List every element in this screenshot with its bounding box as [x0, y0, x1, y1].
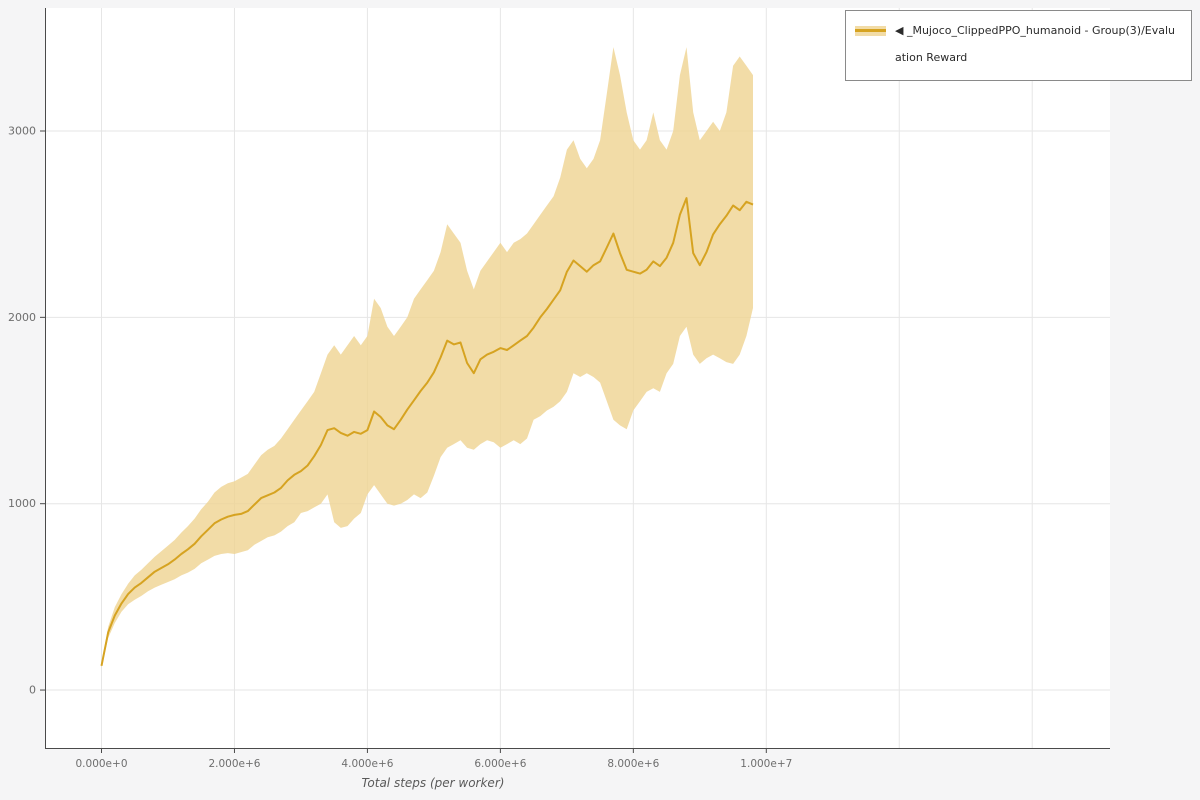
y-tick-label: 0 — [29, 684, 36, 697]
y-tick-label: 2000 — [8, 311, 36, 324]
legend-line-swatch — [855, 17, 886, 44]
y-tick-label: 3000 — [8, 124, 36, 137]
x-tick-label: 0.000e+0 — [76, 758, 128, 770]
confidence-band — [101, 47, 753, 668]
legend-line-glyph — [855, 29, 886, 32]
mean-reward-line — [100, 197, 754, 666]
x-axis-title: Total steps (per worker) — [361, 776, 505, 790]
plot-area — [45, 8, 1110, 748]
legend-label: ◀ _Mujoco_ClippedPPO_humanoid - Group(3)… — [895, 24, 1176, 64]
y-tick-label: 1000 — [8, 497, 36, 510]
x-tick-label: 2.000e+6 — [208, 758, 260, 770]
legend-item[interactable]: ◀ _Mujoco_ClippedPPO_humanoid - Group(3)… — [845, 10, 1192, 81]
x-tick-label: 8.000e+6 — [607, 758, 659, 770]
x-tick-label: 6.000e+6 — [474, 758, 526, 770]
x-tick-label: 1.000e+7 — [740, 758, 792, 770]
x-tick-label: 4.000e+6 — [341, 758, 393, 770]
